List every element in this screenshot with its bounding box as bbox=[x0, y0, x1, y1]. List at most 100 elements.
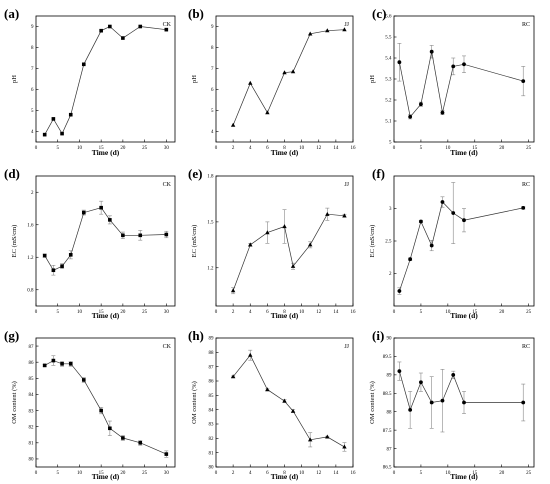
x-tick-label: 12 bbox=[316, 310, 322, 315]
y-axis-title: OM content (%) bbox=[191, 381, 198, 424]
x-tick-label: 20 bbox=[499, 310, 505, 315]
y-tick-label: 88 bbox=[387, 410, 393, 415]
data-point bbox=[325, 28, 330, 33]
y-tick-label: 5 bbox=[211, 109, 214, 114]
panel-letter: (f) bbox=[372, 166, 385, 181]
data-point bbox=[429, 243, 434, 248]
data-point bbox=[51, 358, 56, 363]
series-line bbox=[232, 29, 345, 126]
x-tick-label: 5 bbox=[56, 471, 59, 476]
x-tick-label: 10 bbox=[77, 471, 83, 476]
data-point bbox=[230, 374, 236, 379]
x-tick-label: 2 bbox=[232, 146, 235, 151]
data-point bbox=[282, 398, 287, 403]
x-tick-label: 10 bbox=[299, 310, 305, 315]
x-tick-label: 25 bbox=[526, 310, 532, 315]
series-line bbox=[232, 213, 345, 291]
x-axis-title: Time (d) bbox=[271, 472, 299, 481]
data-point bbox=[51, 268, 56, 273]
data-point bbox=[230, 288, 236, 293]
plot-frame bbox=[215, 15, 354, 143]
x-tick-label: 25 bbox=[526, 471, 532, 476]
data-point bbox=[521, 400, 526, 405]
x-tick-label: 0 bbox=[393, 310, 396, 315]
data-point bbox=[81, 210, 86, 215]
plot-frame bbox=[35, 175, 176, 307]
panel-letter: (a) bbox=[4, 6, 19, 21]
x-tick-label: 20 bbox=[499, 471, 505, 476]
data-point bbox=[230, 122, 236, 127]
x-tick-label: 0 bbox=[393, 471, 396, 476]
data-point bbox=[451, 64, 456, 69]
y-tick-label: 2.5 bbox=[385, 240, 392, 245]
data-point bbox=[138, 233, 143, 238]
treatment-label: JJ bbox=[344, 344, 349, 350]
series-line bbox=[44, 207, 167, 271]
y-tick-label: 89 bbox=[387, 374, 393, 379]
x-tick-label: 15 bbox=[99, 310, 105, 315]
y-tick-label: 87 bbox=[209, 365, 215, 370]
series-line bbox=[44, 360, 167, 455]
x-tick-label: 25 bbox=[142, 471, 148, 476]
data-point bbox=[248, 242, 253, 247]
y-axis-title: EC (mS/cm) bbox=[191, 225, 198, 258]
series-line bbox=[399, 201, 524, 292]
data-point bbox=[342, 213, 347, 218]
data-point bbox=[342, 27, 347, 32]
data-point bbox=[68, 253, 73, 257]
y-tick-label: 6 bbox=[31, 88, 34, 93]
x-tick-label: 5 bbox=[420, 310, 423, 315]
y-tick-label: 80 bbox=[29, 458, 35, 463]
y-axis-title: OM content (%) bbox=[11, 381, 18, 424]
data-point bbox=[290, 263, 296, 268]
x-tick-label: 6 bbox=[266, 471, 269, 476]
data-point bbox=[248, 352, 253, 357]
y-tick-label: 88.5 bbox=[383, 392, 392, 397]
data-point bbox=[429, 49, 434, 54]
x-tick-label: 4 bbox=[249, 471, 252, 476]
x-tick-label: 0 bbox=[35, 471, 38, 476]
x-tick-label: 0 bbox=[215, 146, 218, 151]
y-tick-label: 2 bbox=[31, 191, 34, 196]
data-point bbox=[440, 110, 445, 115]
treatment-label: RC bbox=[522, 182, 530, 188]
y-tick-label: 1.2 bbox=[27, 256, 34, 261]
x-tick-label: 16 bbox=[351, 471, 357, 476]
data-point bbox=[42, 132, 47, 137]
chart-panel-9: 0 5 10 15 20 25 86.5 87 87.5 88 88.5 89 89.5 90(i) RC T… bbox=[369, 328, 535, 481]
plot-frame bbox=[393, 175, 535, 307]
x-tick-label: 20 bbox=[499, 146, 505, 151]
x-axis-title: Time (d) bbox=[450, 311, 478, 320]
y-tick-label: 86 bbox=[209, 380, 215, 385]
x-tick-label: 30 bbox=[164, 310, 170, 315]
x-tick-label: 0 bbox=[215, 310, 218, 315]
x-tick-label: 10 bbox=[77, 146, 83, 151]
chart-panel-1: 0 5 10 15 20 25 30 4 5 6 7 8 9 (a) CK Time (d) pH bbox=[4, 6, 176, 157]
panel-letter: (e) bbox=[188, 166, 202, 181]
y-tick-label: 86 bbox=[29, 361, 35, 366]
y-tick-label: 85 bbox=[29, 377, 35, 382]
x-tick-label: 4 bbox=[249, 146, 252, 151]
data-point bbox=[164, 232, 169, 237]
y-tick-label: 3 bbox=[389, 207, 392, 212]
data-point bbox=[521, 79, 526, 83]
y-tick-label: 8 bbox=[31, 46, 34, 51]
y-tick-label: 88 bbox=[209, 351, 215, 356]
x-tick-label: 15 bbox=[99, 146, 105, 151]
data-point bbox=[81, 378, 86, 382]
y-tick-label: 0.8 bbox=[27, 288, 34, 293]
data-point bbox=[307, 242, 313, 247]
y-axis-title: pH bbox=[369, 75, 376, 83]
chart-panel-7: 0 5 10 15 20 25 30 80 81 82 83 84 85 86 87 (g) CK Time (d… bbox=[4, 328, 176, 481]
x-tick-label: 10 bbox=[445, 471, 451, 476]
x-tick-label: 15 bbox=[99, 471, 105, 476]
x-tick-label: 0 bbox=[35, 146, 38, 151]
data-point bbox=[265, 110, 270, 115]
data-point bbox=[451, 372, 456, 377]
chart-panel-4: 0 5 10 15 20 25 30 0.8 1.2 1.6 2 (d) CK Time (d) EC (m… bbox=[4, 166, 176, 320]
x-axis-title: Time (d) bbox=[450, 472, 478, 481]
y-tick-label: 1.6 bbox=[27, 223, 34, 228]
plot-frame bbox=[393, 337, 535, 468]
y-tick-label: 5 bbox=[389, 141, 392, 146]
